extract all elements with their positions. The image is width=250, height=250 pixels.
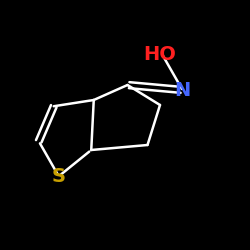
Text: N: N	[174, 80, 191, 100]
Text: HO: HO	[144, 46, 176, 64]
Text: S: S	[52, 167, 66, 186]
